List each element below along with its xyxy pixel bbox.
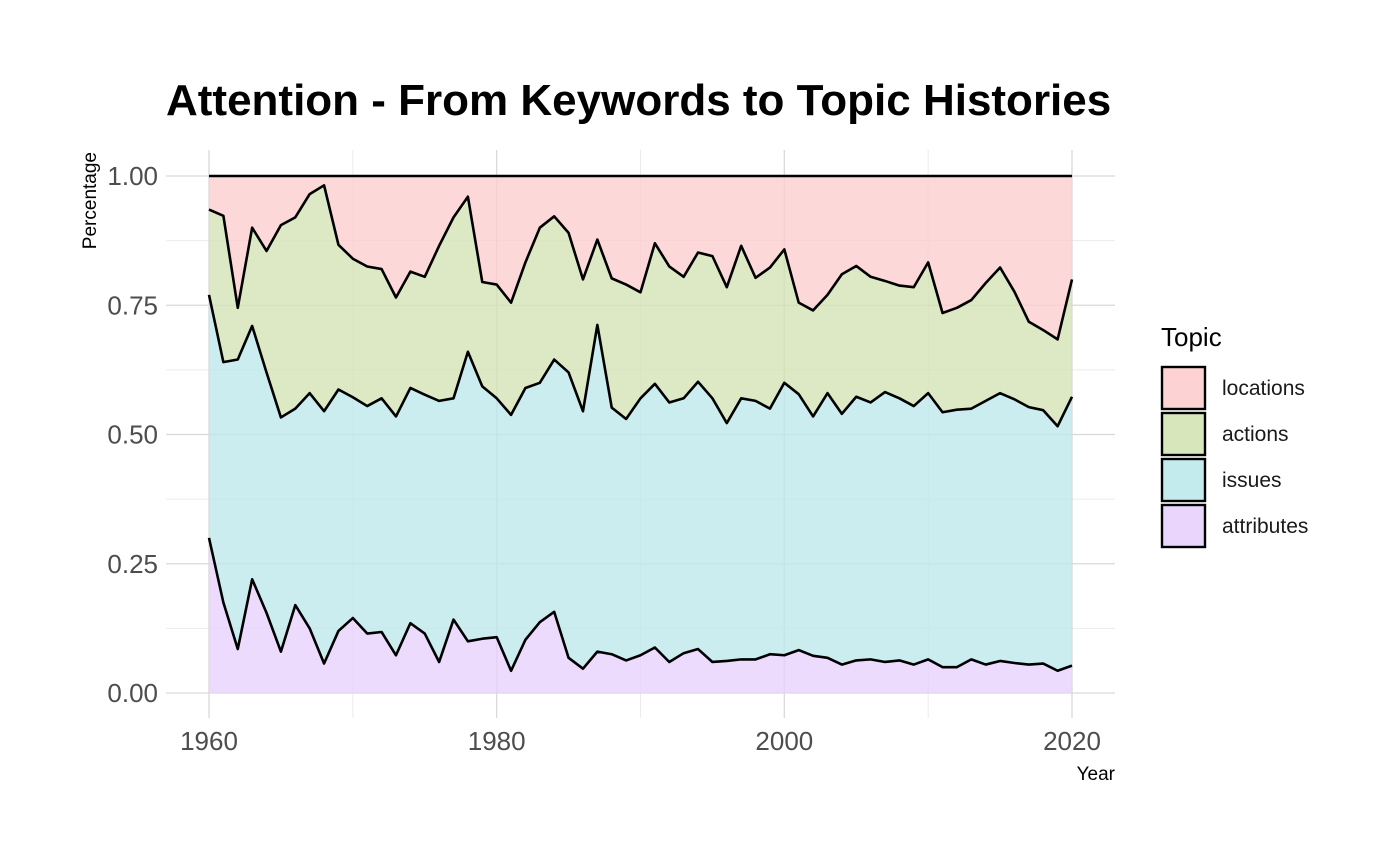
x-axis-ticks: 1960 1980 2000 2020 [180,726,1101,756]
x-tick-label: 2020 [1043,726,1101,756]
area-series [209,176,1072,693]
x-axis-title: Year [1077,764,1116,785]
y-tick-label: 0.00 [107,678,158,708]
y-tick-label: 0.75 [107,290,158,320]
line-issues-top [207,294,1074,428]
y-tick-label: 0.25 [107,549,158,579]
area-locations [209,176,1072,340]
area-attributes [209,537,1072,693]
chart-title: Attention - From Keywords to Topic Histo… [166,76,1111,125]
legend-label-attributes: attributes [1222,515,1308,538]
boundary-lines [207,174,1074,673]
y-axis-ticks: 0.00 0.25 0.50 0.75 1.00 [107,161,158,708]
y-tick-label: 0.50 [107,420,158,450]
area-actions [209,185,1072,427]
legend-key-issues [1160,457,1207,503]
y-axis-title: Percentage [80,152,101,249]
legend-title: Topic [1161,322,1222,352]
legend-key-locations [1160,365,1207,411]
legend: Topic locations actions issues attributes [1160,322,1308,549]
line-actions-top [208,184,1074,341]
x-tick-label: 1960 [180,726,238,756]
legend-label-locations: locations [1222,377,1305,400]
y-tick-label: 1.00 [107,161,158,191]
legend-label-actions: actions [1222,423,1289,446]
x-tick-label: 1980 [468,726,526,756]
line-attributes-top [207,537,1073,673]
legend-key-actions [1160,411,1207,457]
x-tick-label: 2000 [755,726,813,756]
legend-label-issues: issues [1222,469,1282,492]
area-issues [209,294,1072,671]
legend-key-attributes [1160,503,1207,549]
